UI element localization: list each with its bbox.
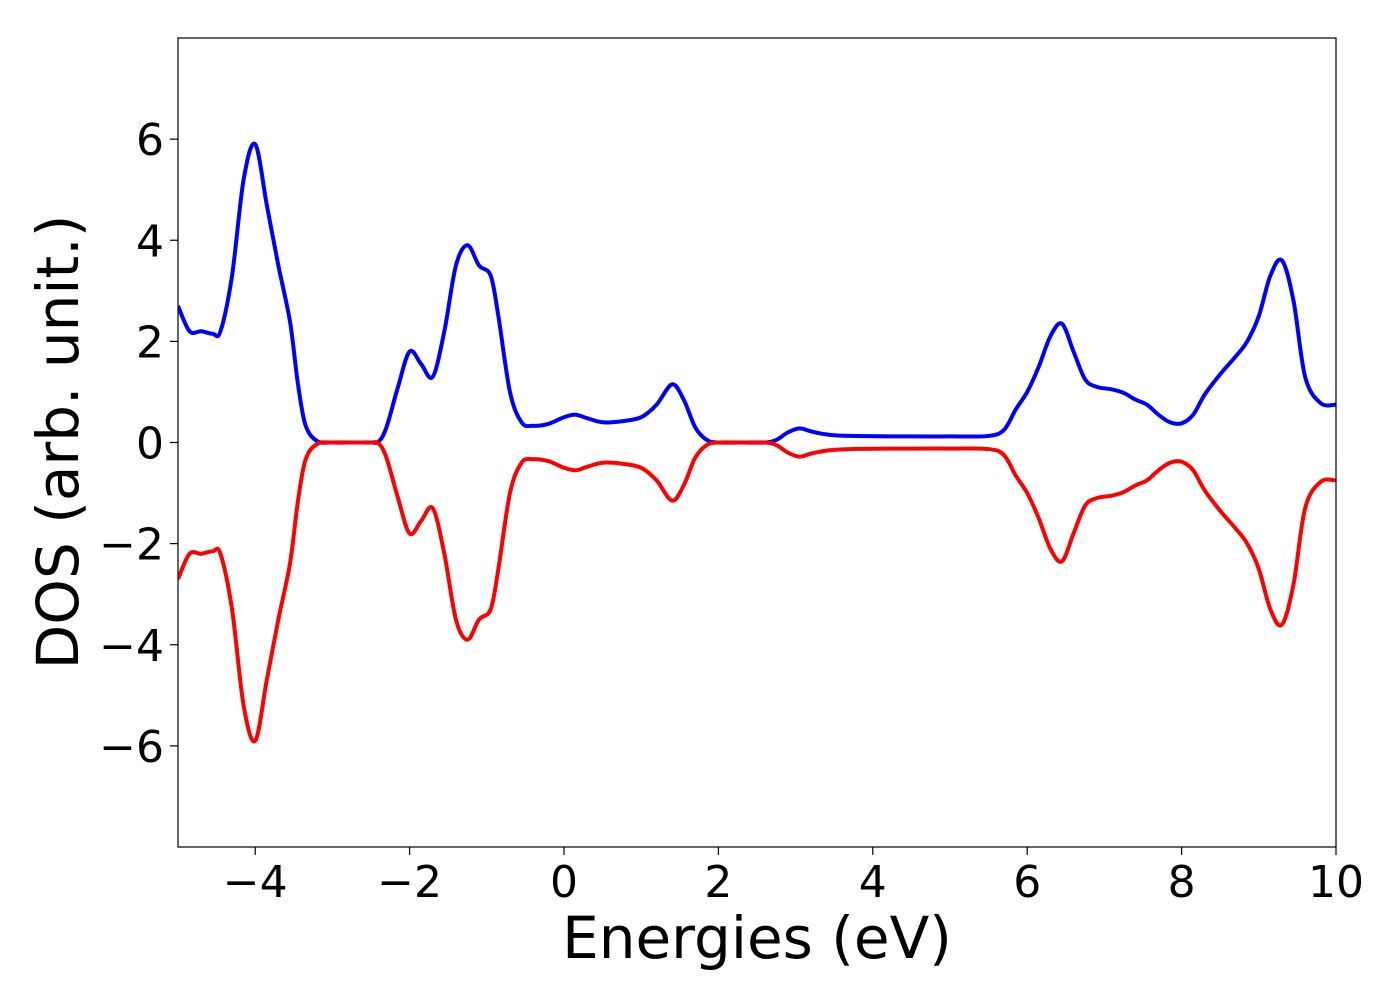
y-axis-label: DOS (arb. unit.) [24, 215, 92, 670]
x-tick-label: 2 [704, 857, 732, 908]
y-axis: −6 −4 −2 0 2 4 6 [99, 115, 178, 773]
dos-line-red [178, 440, 1336, 744]
x-tick-label: 8 [1168, 857, 1196, 908]
dos-line-blue [178, 141, 1336, 445]
y-tick-label: 0 [136, 419, 164, 470]
x-tick-label: 10 [1308, 857, 1364, 908]
y-tick-label: 2 [136, 317, 164, 368]
x-axis-label: Energies (eV) [562, 904, 952, 972]
x-tick-label: −4 [223, 857, 288, 908]
x-tick-label: 0 [550, 857, 578, 908]
y-tick-label: −2 [99, 520, 164, 571]
y-tick-label: 4 [136, 216, 164, 267]
y-tick-label: −6 [99, 722, 164, 773]
x-tick-label: 4 [859, 857, 887, 908]
x-tick-label: −2 [377, 857, 442, 908]
x-tick-label: 6 [1013, 857, 1041, 908]
y-tick-label: 6 [136, 115, 164, 166]
y-tick-label: −4 [99, 621, 164, 672]
series-layer [178, 141, 1336, 744]
x-axis: −4 −2 0 2 4 6 8 10 [223, 847, 1364, 908]
